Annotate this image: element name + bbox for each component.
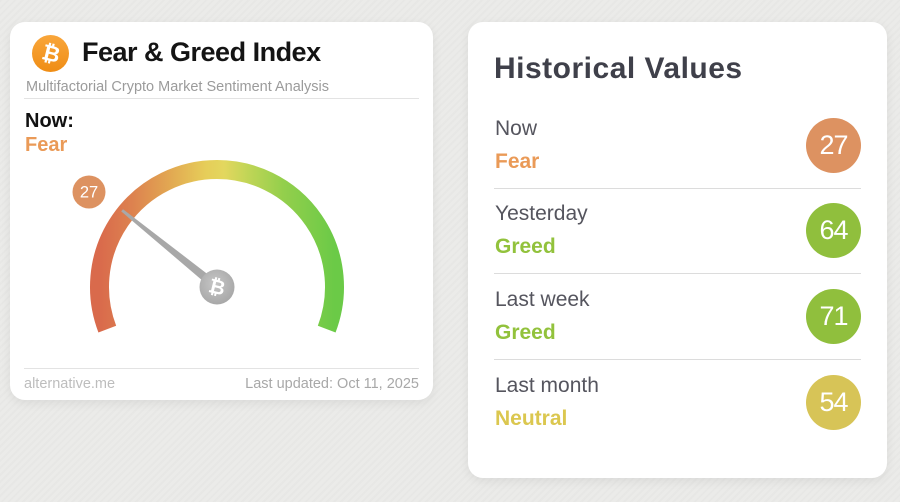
- now-sentiment: Fear: [25, 134, 68, 156]
- gauge-value-badge: [72, 175, 106, 209]
- row-period-label: Now: [495, 116, 538, 140]
- card-subtitle: Multifactorial Crypto Market Sentiment A…: [26, 79, 329, 95]
- row-sentiment: Greed: [495, 235, 556, 259]
- gauge-arc: [90, 160, 344, 333]
- gauge-card-footer: alternative.me Last updated: Oct 11, 202…: [24, 376, 419, 392]
- fear-greed-index-card: ₿ Fear & Greed Index Multifactorial Cryp…: [10, 22, 433, 400]
- gauge-hub: [199, 269, 235, 305]
- row-sentiment: Neutral: [495, 406, 568, 430]
- history-row-now: Now Fear 27: [494, 103, 861, 189]
- now-label: Now:: [25, 110, 74, 132]
- gauge-chart: 27 ₿: [72, 160, 344, 333]
- history-row-last-month: Last month Neutral 54: [494, 360, 861, 446]
- bitcoin-glyph: ₿: [38, 38, 63, 68]
- bitcoin-icon: ₿: [32, 35, 69, 72]
- gauge-hub-bitcoin-glyph: ₿: [206, 275, 227, 300]
- history-row-last-week: Last week Greed 71: [494, 274, 861, 360]
- source-link[interactable]: alternative.me: [24, 376, 116, 392]
- gauge-value-text: 27: [80, 183, 98, 201]
- row-period-label: Last month: [495, 373, 599, 397]
- gauge-needle: [121, 209, 211, 283]
- row-value-badge: 64: [806, 203, 861, 259]
- footer-divider: [24, 368, 419, 369]
- row-sentiment: Greed: [495, 320, 556, 344]
- last-updated-text: Last updated: Oct 11, 2025: [245, 376, 419, 392]
- history-row-yesterday: Yesterday Greed 64: [494, 189, 861, 274]
- row-value-badge: 71: [806, 288, 861, 344]
- card-title: Fear & Greed Index: [82, 37, 321, 67]
- row-value-badge: 54: [806, 374, 861, 430]
- historical-values-title: Historical Values: [494, 52, 743, 85]
- row-period-label: Yesterday: [495, 202, 588, 226]
- historical-values-card: Historical Values Now Fear 27 Yesterday …: [468, 22, 887, 478]
- header-divider: [24, 98, 419, 99]
- row-period-label: Last week: [495, 287, 590, 311]
- row-value-badge: 27: [806, 117, 861, 173]
- row-sentiment: Fear: [495, 149, 540, 173]
- historical-values-list: Now Fear 27 Yesterday Greed 64 Last week…: [494, 103, 861, 445]
